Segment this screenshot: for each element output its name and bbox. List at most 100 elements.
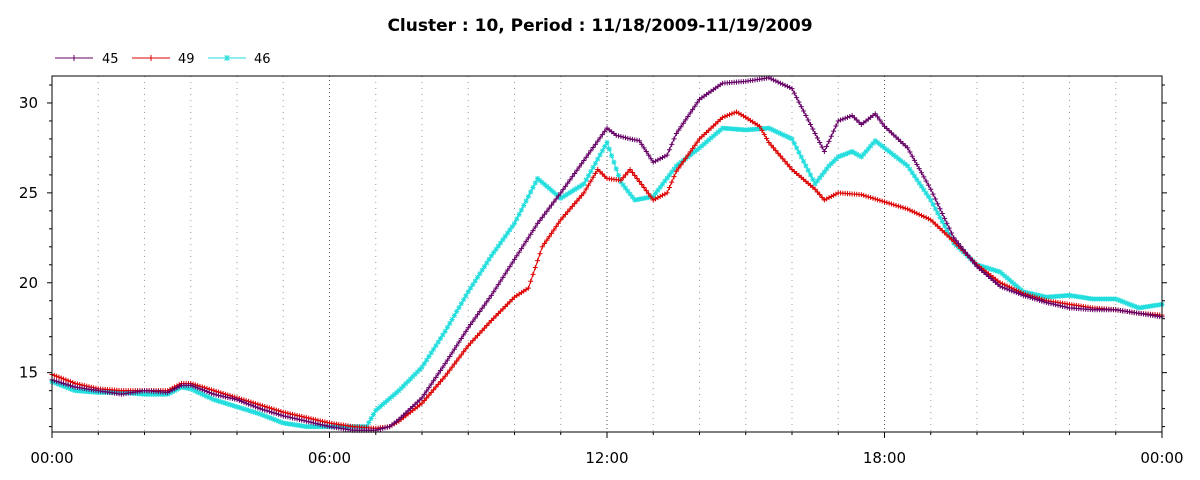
data-point-45: [306, 419, 312, 425]
data-point-45: [276, 411, 282, 417]
data-point-46: [609, 153, 615, 159]
data-point-49: [551, 227, 557, 233]
data-point-49: [872, 196, 878, 202]
data-point-45: [216, 392, 221, 398]
data-point-46: [717, 127, 723, 133]
data-point-46: [509, 224, 515, 230]
data-point-46: [387, 396, 393, 402]
data-point-45: [655, 157, 661, 163]
x-tick-label: 00:00: [1140, 449, 1183, 467]
data-point-45: [907, 149, 913, 155]
data-point-45: [264, 408, 270, 414]
data-point-49: [858, 192, 864, 198]
data-point-49: [900, 205, 906, 211]
data-point-49: [662, 191, 668, 197]
data-point-45: [1025, 294, 1031, 300]
data-point-45: [1048, 301, 1054, 307]
data-point-46: [549, 187, 554, 193]
data-point-46: [419, 364, 425, 370]
data-point-46: [572, 187, 578, 193]
data-point-45: [222, 394, 228, 400]
data-point-49: [505, 301, 511, 307]
data-point-46: [835, 154, 841, 160]
data-point-45: [796, 99, 802, 105]
data-point-46: [458, 301, 464, 307]
data-point-46: [465, 289, 471, 295]
data-point-45: [599, 132, 605, 138]
data-point-49: [444, 370, 450, 376]
data-point-45: [1020, 292, 1026, 298]
data-point-46: [477, 271, 483, 277]
data-point-49: [877, 197, 883, 203]
data-point-45: [310, 420, 316, 426]
data-point-49: [780, 156, 786, 162]
data-point-45: [280, 413, 286, 419]
data-point-45: [278, 412, 284, 418]
data-point-45: [1006, 287, 1012, 293]
data-point-49: [916, 211, 922, 217]
data-point-49: [875, 197, 881, 203]
data-point-46: [61, 383, 67, 389]
data-point-45: [1002, 285, 1008, 291]
y-tick-label: 25: [19, 184, 38, 202]
data-point-49: [509, 296, 515, 302]
data-point-45: [657, 156, 663, 162]
data-point-45: [824, 143, 830, 149]
data-point-45: [549, 202, 554, 208]
data-point-46: [479, 267, 485, 273]
data-point-46: [1002, 273, 1008, 279]
data-point-45: [1009, 288, 1015, 294]
data-point-45: [662, 153, 668, 159]
data-point-49: [685, 152, 691, 158]
data-point-45: [673, 131, 679, 137]
data-point-46: [886, 149, 892, 155]
data-point-46: [232, 403, 238, 409]
data-point-49: [465, 343, 471, 349]
data-point-46: [248, 408, 254, 414]
data-point-46: [454, 309, 460, 315]
data-point-46: [565, 191, 571, 197]
data-point-45: [641, 145, 647, 151]
data-point-46: [916, 180, 922, 186]
data-point-49: [636, 178, 642, 184]
series-46: [49, 125, 1165, 430]
data-point-46: [366, 420, 372, 426]
data-point-49: [588, 178, 594, 184]
data-point-46: [710, 133, 716, 139]
data-point-45: [514, 253, 520, 259]
data-point-49: [56, 374, 62, 380]
data-point-46: [516, 211, 522, 217]
data-point-45: [1027, 295, 1033, 301]
data-point-46: [1036, 293, 1042, 299]
data-point-45: [51, 378, 57, 384]
data-point-45: [380, 425, 386, 431]
data-point-46: [243, 407, 249, 413]
data-point-46: [932, 206, 938, 212]
data-point-46: [824, 166, 830, 172]
data-point-46: [1134, 304, 1140, 310]
data-point-46: [768, 126, 774, 132]
data-point-46: [535, 175, 541, 181]
data-point-45: [553, 196, 559, 202]
data-point-45: [914, 161, 920, 167]
data-point-45: [768, 76, 774, 82]
data-point-49: [722, 113, 728, 119]
data-point-49: [646, 191, 652, 197]
data-point-46: [199, 391, 205, 397]
data-point-46: [1006, 277, 1012, 283]
data-point-45: [481, 302, 487, 308]
data-point-46: [766, 125, 772, 131]
data-point-49: [812, 186, 818, 192]
data-point-46: [370, 411, 376, 417]
data-point-49: [481, 325, 487, 331]
data-point-46: [537, 177, 543, 183]
data-point-49: [768, 142, 774, 148]
data-point-45: [465, 325, 471, 331]
data-point-49: [424, 395, 430, 401]
data-point-45: [419, 395, 425, 401]
data-point-45: [225, 394, 231, 400]
data-point-45: [438, 368, 443, 374]
data-point-46: [523, 198, 529, 204]
data-point-45: [202, 388, 208, 394]
data-point-49: [488, 318, 494, 324]
